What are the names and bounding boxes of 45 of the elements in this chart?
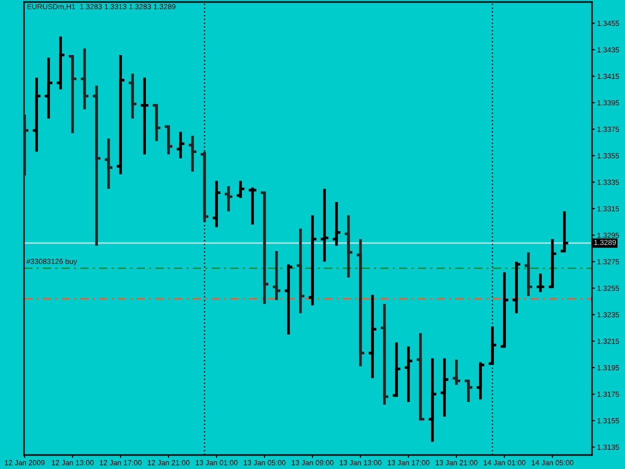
candlestick [511,260,522,315]
candlestick [547,238,558,288]
candlestick [355,238,366,368]
candlestick [175,130,186,160]
candlestick [427,356,438,444]
candlestick [43,56,54,120]
candlestick [31,76,42,153]
candlestick [559,210,570,252]
candlestick [403,345,414,404]
candlestick [487,325,498,366]
candlestick [151,104,162,142]
candlestick [127,72,138,120]
candlestick [139,76,150,156]
candlestick [247,186,258,226]
candlestick [391,341,402,398]
candlestick [163,125,174,156]
candlestick [115,54,126,176]
candlestick [307,214,318,307]
candlestick [475,360,486,401]
candlestick [55,35,66,91]
candlestick [91,84,102,248]
candlestick [187,134,198,173]
candlestick [415,332,426,421]
candlestick [283,262,294,336]
candlestick [319,187,330,263]
candlestick [499,270,510,348]
candlestick [199,150,210,224]
candlestick [223,184,234,213]
candlestick [271,250,282,302]
candlestick [295,227,306,315]
candlestick [463,380,474,404]
candlestick [367,293,378,380]
candlestick [331,200,342,248]
candlestick [259,191,270,306]
candlestick [103,137,114,190]
candlestick [379,302,390,406]
candlestick [211,179,222,228]
candlestick [523,251,534,298]
candlestick [439,356,450,418]
candlestick [535,272,546,294]
candlestick [451,358,462,386]
candlestick [67,54,78,134]
candlestick [79,47,90,111]
candlestick [343,214,354,279]
candlestick [235,179,246,200]
